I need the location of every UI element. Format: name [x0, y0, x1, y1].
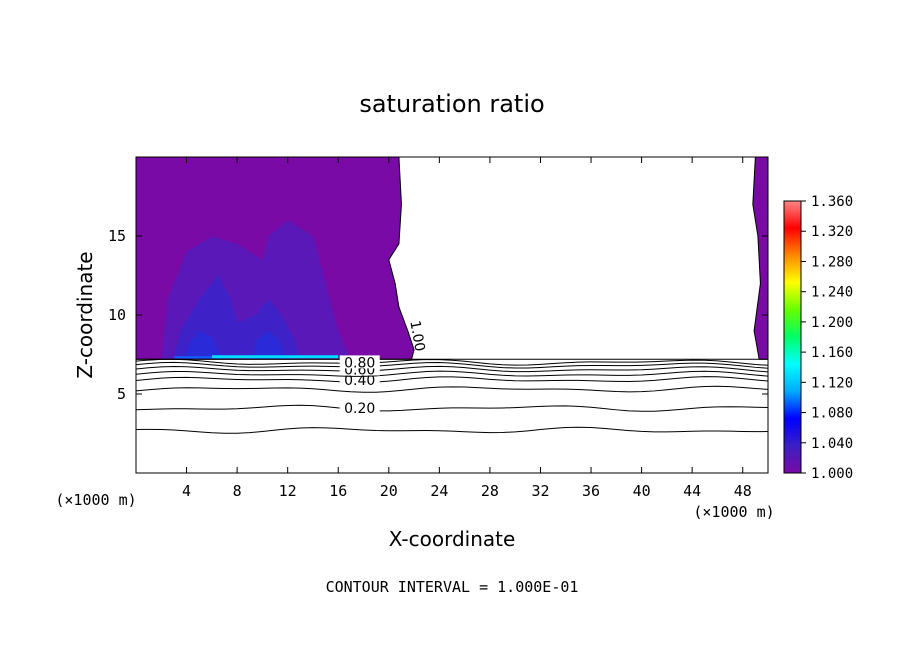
x-unit-right: (×1000 m) — [693, 503, 774, 521]
x-tick-label: 8 — [233, 482, 242, 500]
x-unit-left: (×1000 m) — [55, 491, 136, 509]
plot-area: 0.200.400.600.801.00 — [135, 156, 769, 474]
x-tick-label: 28 — [481, 482, 499, 500]
y-tick-label: 10 — [108, 306, 126, 324]
colorbar: 1.360 1.320 1.280 1.240 1.200 1.160 1.120 1.080… — [783, 194, 853, 482]
contour-label-bg — [339, 401, 380, 415]
colorbar-label: 1.320 — [811, 224, 853, 240]
colorbar-label: 1.360 — [811, 194, 853, 210]
x-tick-label: 4 — [182, 482, 191, 500]
y-tick-label: 15 — [108, 227, 126, 245]
plume-level-3a — [184, 330, 222, 360]
x-axis-label: X-coordinate — [389, 527, 516, 551]
x-tick-label: 32 — [531, 482, 549, 500]
contour-label-1.00: 1.00 — [406, 319, 427, 352]
colorbar-label: 1.040 — [811, 436, 853, 452]
y-axis: 5 10 15 — [108, 227, 768, 403]
x-tick-label: 40 — [633, 482, 651, 500]
colorbar-label: 1.160 — [811, 345, 853, 361]
contour-label: 0.80 — [344, 355, 375, 371]
x-tick-label: 24 — [430, 482, 448, 500]
contour-interval-note: CONTOUR INTERVAL = 1.000E-01 — [326, 578, 579, 596]
colorbar-label: 1.000 — [811, 466, 853, 482]
colorbar-label: 1.280 — [811, 254, 853, 270]
y-tick-label: 5 — [117, 385, 126, 403]
x-tick-label: 44 — [683, 482, 701, 500]
x-tick-label: 20 — [380, 482, 398, 500]
plume-level-3b — [252, 330, 286, 360]
contour-line-0.20 — [136, 404, 768, 412]
contour-line-0.50 — [136, 370, 768, 377]
contour-lines: 0.200.400.600.801.00 — [136, 319, 768, 434]
contour-line-0.80 — [136, 358, 768, 366]
contour-line-0.40 — [136, 376, 768, 383]
contour-line-0.70 — [136, 361, 768, 369]
colorbar-label: 1.200 — [811, 315, 853, 331]
chart-title: saturation ratio — [359, 90, 544, 118]
x-axis: 4 8 12 16 20 24 28 32 36 40 44 48 — [182, 157, 752, 500]
x-tick-label: 16 — [329, 482, 347, 500]
x-tick-label: 36 — [582, 482, 600, 500]
contour-line-0.30 — [136, 385, 768, 393]
contour-line-0.10 — [136, 426, 768, 434]
colorbar-label: 1.080 — [811, 406, 853, 422]
x-tick-label: 12 — [279, 482, 297, 500]
colorbar-bar — [783, 200, 802, 474]
y-axis-label: Z-coordinate — [73, 251, 97, 378]
cloud-base-streak-blue — [173, 356, 212, 359]
contour-label-bg — [339, 355, 380, 369]
supersaturated-region-right — [752, 157, 768, 360]
x-tick-label: 48 — [734, 482, 752, 500]
colorbar-label: 1.240 — [811, 285, 853, 301]
colorbar-label: 1.120 — [811, 375, 853, 391]
contour-label: 0.20 — [344, 401, 375, 417]
cloud-base-streak — [211, 355, 339, 359]
saturation-fill — [136, 157, 768, 360]
contour-line-0.60 — [136, 365, 768, 373]
